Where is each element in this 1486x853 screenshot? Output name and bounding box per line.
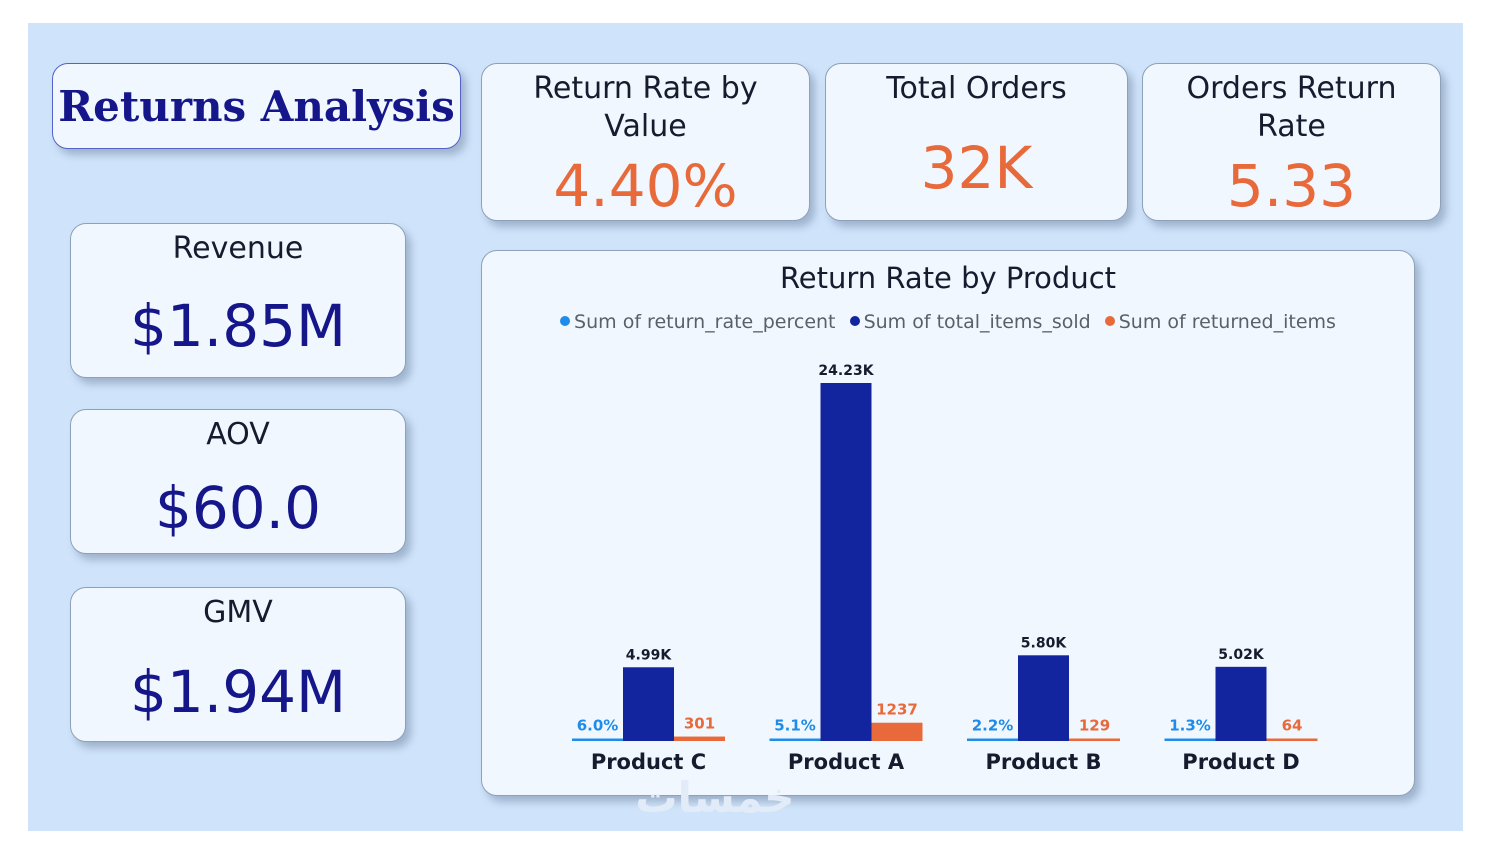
- gmv-card[interactable]: GMV $1.94M: [70, 587, 406, 742]
- data-label-return-rate: 5.1%: [774, 717, 816, 735]
- watermark-logo: خمسات: [635, 773, 795, 822]
- revenue-value: $1.85M: [129, 292, 347, 360]
- data-label-returned-items: 129: [1079, 717, 1110, 735]
- total-orders-value: 32K: [920, 134, 1033, 202]
- bar-return-rate[interactable]: [1164, 738, 1216, 742]
- category-label: Product C: [591, 750, 706, 774]
- legend-item-returned-items[interactable]: Sum of returned_items: [1104, 311, 1336, 333]
- revenue-card[interactable]: Revenue $1.85M: [70, 223, 406, 378]
- legend-label-return-rate: Sum of return_rate_percent: [574, 311, 836, 333]
- bar-return-rate[interactable]: [769, 738, 821, 742]
- bar-total-items-sold[interactable]: [820, 383, 872, 741]
- data-label-return-rate: 2.2%: [972, 717, 1014, 735]
- total-orders-card[interactable]: Total Orders 32K: [825, 63, 1128, 221]
- orders-return-rate-card[interactable]: Orders Return Rate 5.33: [1142, 63, 1441, 221]
- aov-label: AOV: [206, 417, 270, 452]
- data-label-total-items-sold: 24.23K: [818, 363, 874, 379]
- category-label: Product A: [788, 750, 905, 774]
- aov-card[interactable]: AOV $60.0: [70, 409, 406, 554]
- legend-label-returned-items: Sum of returned_items: [1118, 311, 1336, 333]
- chart-title: Return Rate by Product: [779, 261, 1117, 295]
- bar-total-items-sold[interactable]: [1018, 655, 1069, 741]
- data-label-returned-items: 64: [1282, 717, 1303, 735]
- orders-return-rate-label: Orders Return Rate: [1186, 71, 1397, 144]
- bar-returned-items[interactable]: [1069, 738, 1120, 742]
- legend-label-total-items-sold: Sum of total_items_sold: [863, 311, 1091, 333]
- data-label-returned-items: 1237: [876, 701, 918, 719]
- legend-item-total-items-sold[interactable]: Sum of total_items_sold: [849, 311, 1091, 333]
- data-label-total-items-sold: 4.99K: [626, 647, 673, 663]
- return-rate-by-value-value: 4.40%: [553, 152, 738, 220]
- gmv-value: $1.94M: [129, 658, 347, 726]
- aov-value: $60.0: [154, 474, 322, 542]
- return-rate-by-product-chart: Return Rate by Product Sum of return_rat…: [481, 250, 1415, 796]
- legend-dot-icon: [560, 316, 571, 326]
- category-label: Product D: [1182, 750, 1299, 774]
- chart-legend: Sum of return_rate_percent Sum of total_…: [482, 311, 1414, 333]
- dashboard-title: Returns Analysis: [58, 81, 455, 131]
- legend-dot-icon: [1104, 316, 1115, 326]
- dashboard-canvas: Returns Analysis Return Rate by Value 4.…: [28, 23, 1463, 831]
- title-card: Returns Analysis: [52, 63, 461, 149]
- bar-return-rate[interactable]: [572, 738, 623, 742]
- legend-item-return-rate[interactable]: Sum of return_rate_percent: [560, 311, 836, 333]
- data-label-return-rate: 1.3%: [1169, 717, 1211, 735]
- revenue-label: Revenue: [172, 231, 304, 266]
- category-label: Product B: [986, 750, 1102, 774]
- data-label-total-items-sold: 5.02K: [1218, 647, 1265, 663]
- data-label-return-rate: 6.0%: [577, 717, 619, 735]
- bar-return-rate[interactable]: [967, 738, 1018, 742]
- bar-total-items-sold[interactable]: [1215, 666, 1267, 741]
- data-label-returned-items: 301: [684, 715, 715, 733]
- bar-returned-items[interactable]: [1266, 738, 1318, 742]
- legend-dot-icon: [849, 316, 860, 326]
- bar-returned-items[interactable]: [674, 736, 725, 741]
- return-rate-by-value-label: Return Rate by Value: [533, 71, 758, 144]
- orders-return-rate-value: 5.33: [1226, 152, 1357, 220]
- chart-plot: 6.0% 4.99K 301 Product C 5.1% 24.23K 1237 Produ…: [572, 363, 1318, 774]
- bar-returned-items[interactable]: [871, 722, 923, 741]
- data-label-total-items-sold: 5.80K: [1021, 635, 1068, 651]
- return-rate-by-value-card[interactable]: Return Rate by Value 4.40%: [481, 63, 810, 221]
- gmv-label: GMV: [203, 595, 273, 630]
- bar-total-items-sold[interactable]: [623, 667, 674, 741]
- total-orders-label: Total Orders: [886, 71, 1067, 106]
